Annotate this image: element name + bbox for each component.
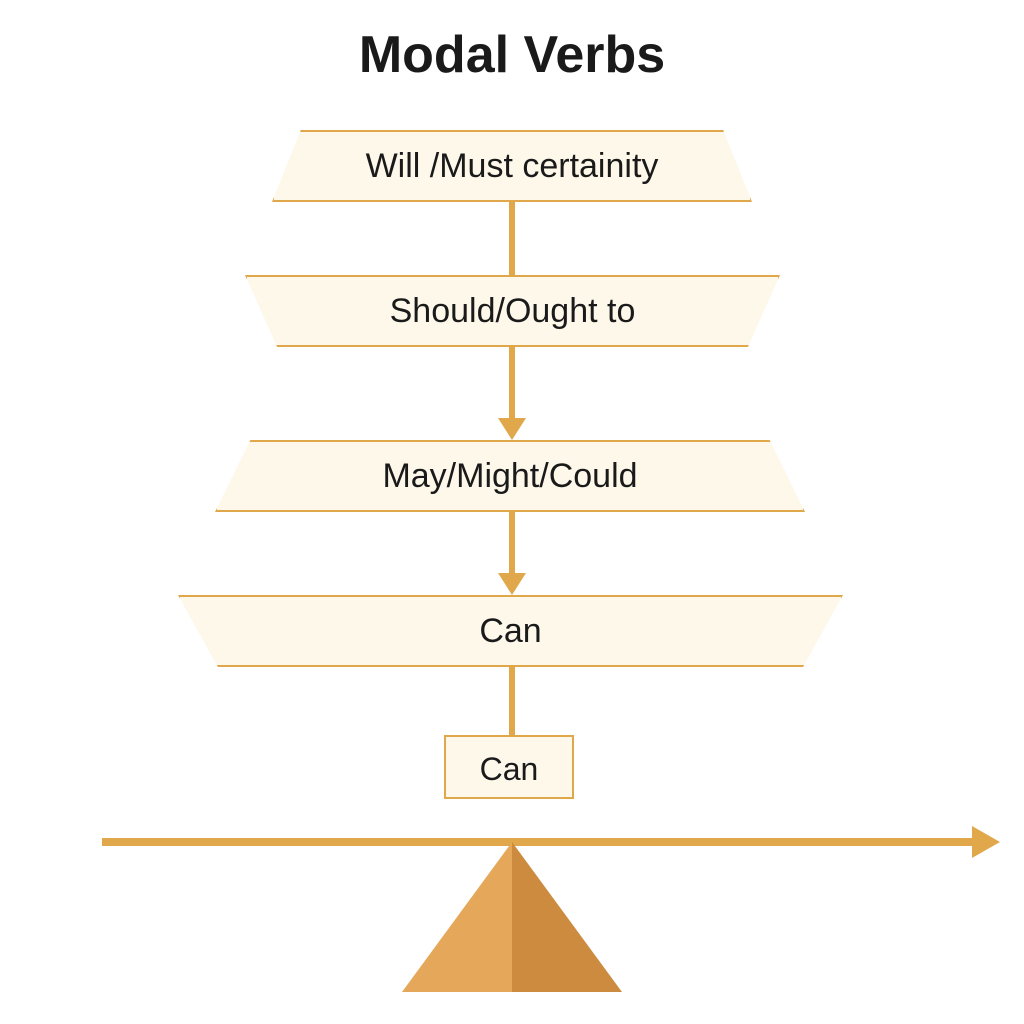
connector-4: [509, 667, 515, 735]
modal-box-5: Can: [444, 735, 574, 799]
diagram-stage: Modal Verbs Will /Must certainity Should…: [0, 0, 1024, 1024]
connector-2: [509, 347, 515, 418]
modal-box-1: Will /Must certainity: [272, 130, 752, 202]
pyramid-left-face: [402, 842, 512, 992]
modal-box-4-label: Can: [479, 612, 541, 650]
connector-3-arrow: [498, 573, 526, 595]
connector-2-arrow: [498, 418, 526, 440]
connector-1: [509, 202, 515, 275]
page-title: Modal Verbs: [0, 25, 1024, 85]
modal-box-3: May/Might/Could: [215, 440, 805, 512]
pyramid-right-face: [512, 842, 622, 992]
modal-box-5-label: Can: [480, 751, 539, 787]
modal-box-2-label: Should/Ought to: [390, 292, 636, 330]
scale-beam-arrow-icon: [972, 826, 1000, 858]
modal-box-4: Can: [178, 595, 843, 667]
connector-3: [509, 512, 515, 573]
modal-box-1-label: Will /Must certainity: [366, 147, 659, 185]
modal-box-2: Should/Ought to: [245, 275, 780, 347]
modal-box-3-label: May/Might/Could: [382, 457, 637, 495]
